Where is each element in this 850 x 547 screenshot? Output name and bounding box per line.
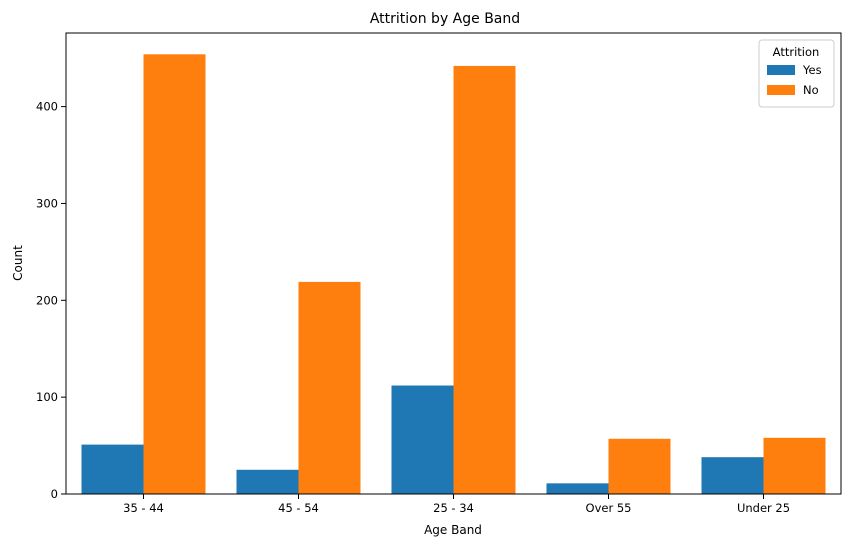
bar-yes-4 [701,457,764,494]
legend: Attrition Yes No [758,39,835,108]
bar-yes-2 [391,385,454,494]
bar-no-4 [763,437,826,494]
x-tick-label-2: 25 - 34 [433,501,474,515]
x-tick-label-0: 35 - 44 [123,501,164,515]
legend-swatch-yes [767,65,795,75]
bar-no-1 [298,281,361,494]
y-tick-label-0: 0 [51,487,58,501]
y-axis-label: Count [11,245,25,281]
x-tick-label-4: Under 25 [737,501,790,515]
x-tick-label-1: 45 - 54 [278,501,319,515]
legend-swatch-no [767,85,795,95]
legend-label-yes: Yes [802,63,822,77]
plot-area: 35 - 44 45 - 54 25 - 34 Over 55 Under 25 0 100… [36,54,826,515]
y-tick-label-4: 400 [36,100,58,114]
bar-no-3 [608,438,671,494]
bar-no-2 [453,65,516,494]
x-axis-label: Age Band [424,523,482,537]
y-tick-label-1: 100 [36,390,58,404]
chart-title: Attrition by Age Band [370,11,520,27]
bar-yes-3 [546,483,609,494]
legend-label-no: No [803,83,819,97]
legend-title: Attrition [773,45,820,59]
y-tick-label-3: 300 [36,196,58,210]
bar-yes-0 [81,444,144,494]
y-tick-label-2: 200 [36,293,58,307]
bar-yes-1 [236,469,299,494]
x-tick-label-3: Over 55 [586,501,632,515]
plot-frame [65,32,842,495]
bar-no-0 [143,54,206,494]
